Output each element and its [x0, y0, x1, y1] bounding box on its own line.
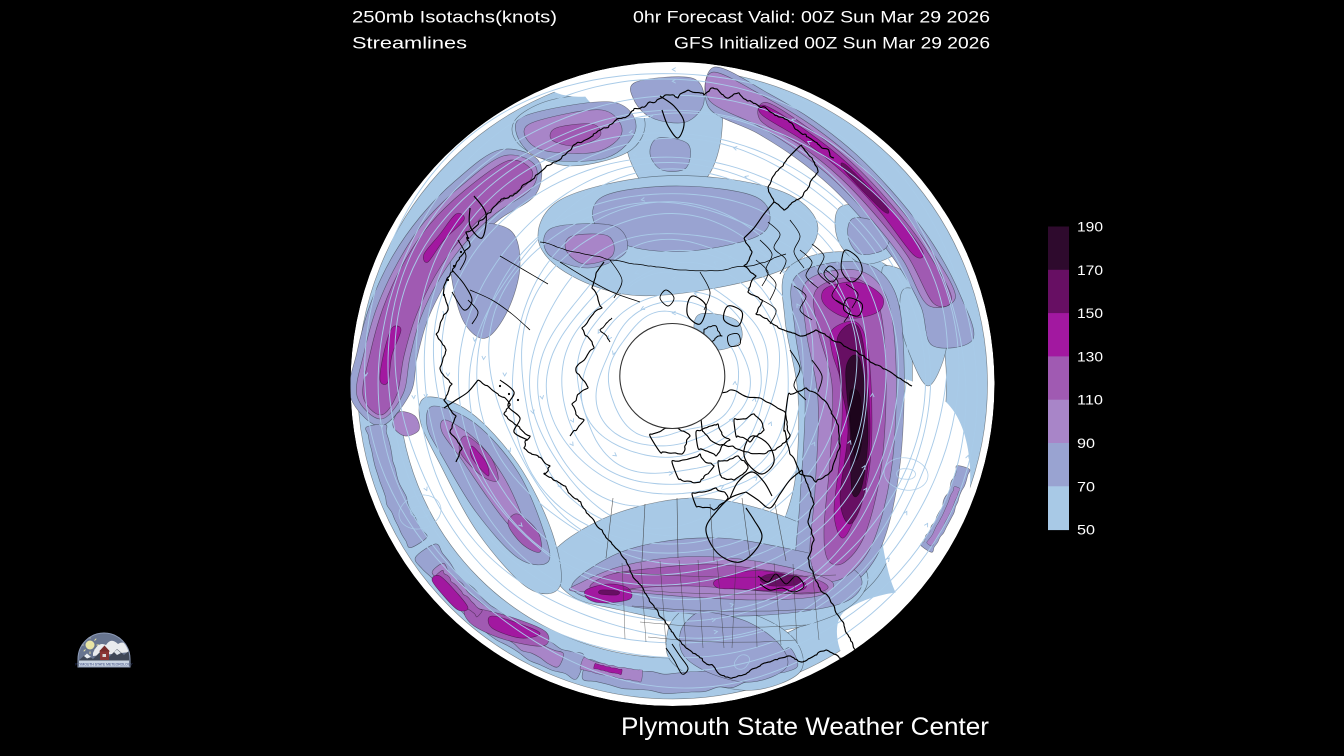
svg-text:110: 110 — [1077, 392, 1103, 408]
svg-text:190: 190 — [1077, 219, 1103, 235]
svg-text:Streamlines: Streamlines — [352, 34, 467, 53]
svg-text:GFS Initialized 00Z Sun Mar 29: GFS Initialized 00Z Sun Mar 29 2026 — [674, 34, 990, 53]
svg-text:150: 150 — [1077, 305, 1103, 321]
svg-text:0hr Forecast Valid: 00Z Sun Ma: 0hr Forecast Valid: 00Z Sun Mar 29 2026 — [633, 8, 990, 27]
svg-text:50: 50 — [1077, 522, 1095, 538]
svg-text:250mb Isotachs(knots): 250mb Isotachs(knots) — [352, 8, 557, 27]
svg-text:90: 90 — [1077, 435, 1095, 451]
svg-text:130: 130 — [1077, 348, 1103, 364]
svg-text:170: 170 — [1077, 262, 1103, 278]
svg-text:Plymouth State Weather Center: Plymouth State Weather Center — [621, 713, 989, 741]
svg-text:PLYMOUTH STATE METEOROLOGY: PLYMOUTH STATE METEOROLOGY — [75, 662, 133, 666]
svg-text:70: 70 — [1077, 478, 1095, 494]
